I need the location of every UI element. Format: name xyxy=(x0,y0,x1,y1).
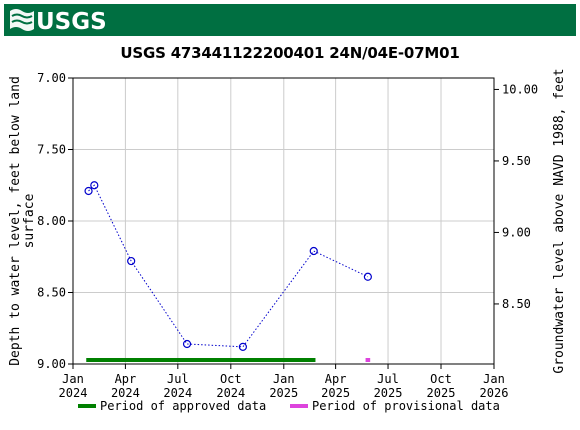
x-tick-label-month: Oct xyxy=(430,372,452,386)
data-point xyxy=(238,342,247,351)
y-right-tick-label: 10.00 xyxy=(502,82,538,96)
x-tick-label-year: 2025 xyxy=(427,386,456,400)
usgs-logo: USGS xyxy=(10,9,107,35)
x-tick-label-month: Jul xyxy=(377,372,399,386)
x-tick-label-year: 2024 xyxy=(216,386,245,400)
x-tick-label-year: 2024 xyxy=(163,386,192,400)
legend-swatch xyxy=(78,404,96,408)
x-tick-label-month: Apr xyxy=(325,372,347,386)
legend-label: Period of approved data xyxy=(100,399,266,413)
x-axis: Jan2024Apr2024Jul2024Oct2024Jan2025Apr20… xyxy=(59,364,509,400)
y-right-tick-label: 9.50 xyxy=(502,154,531,168)
legend: Period of approved data Period of provisi… xyxy=(78,399,500,413)
x-tick-label-year: 2024 xyxy=(59,386,88,400)
x-tick-label-month: Jul xyxy=(167,372,189,386)
y-right-tick-label: 8.50 xyxy=(502,297,531,311)
left-axis: 7.00 7.50 8.00 8.50 9.00 xyxy=(37,71,73,371)
y-axis-label-left-line2: surface xyxy=(22,193,37,248)
y-left-tick-label: 7.00 xyxy=(37,71,66,85)
data-point xyxy=(90,181,99,190)
y-left-tick-label: 9.00 xyxy=(37,357,66,371)
data-point xyxy=(127,256,136,266)
x-tick-label-month: Jan xyxy=(62,372,84,386)
chart-title: USGS 473441122200401 24N/04E-07M01 xyxy=(120,44,460,62)
period-bar xyxy=(365,358,371,362)
right-axis: 10.00 9.50 9.00 8.50 xyxy=(494,82,538,311)
usgs-banner: USGS xyxy=(4,4,576,36)
series-group xyxy=(84,181,372,351)
x-tick-label-year: 2025 xyxy=(269,386,298,400)
period-bars xyxy=(86,358,371,362)
legend-label: Period of provisional data xyxy=(312,399,500,413)
y-left-tick-label: 8.50 xyxy=(37,286,66,300)
y-left-tick-label: 8.00 xyxy=(37,214,66,228)
x-tick-label-month: Oct xyxy=(220,372,242,386)
x-tick-label-year: 2026 xyxy=(480,386,509,400)
x-tick-label-month: Jan xyxy=(483,372,505,386)
x-tick-label-month: Apr xyxy=(115,372,137,386)
y-right-tick-label: 9.00 xyxy=(502,225,531,239)
y-axis-label-right: Groundwater level above NAVD 1988, feet xyxy=(552,68,567,373)
legend-swatch xyxy=(290,404,308,408)
period-bar xyxy=(86,358,316,362)
x-tick-label-year: 2025 xyxy=(321,386,350,400)
y-axis-label-left: Depth to water level, feet below landsur… xyxy=(8,76,37,366)
data-point xyxy=(309,246,318,256)
data-point xyxy=(363,272,372,281)
grid xyxy=(72,77,495,365)
x-tick-label-year: 2024 xyxy=(111,386,140,400)
data-point xyxy=(182,339,192,349)
y-axis-label-left-line1: Depth to water level, feet below land xyxy=(8,76,23,366)
data-point xyxy=(84,186,93,196)
series-line xyxy=(88,184,369,348)
x-tick-label-year: 2025 xyxy=(374,386,403,400)
usgs-logo-text: USGS xyxy=(36,9,107,35)
x-tick-label-month: Jan xyxy=(273,372,295,386)
y-left-tick-label: 7.50 xyxy=(37,143,66,157)
